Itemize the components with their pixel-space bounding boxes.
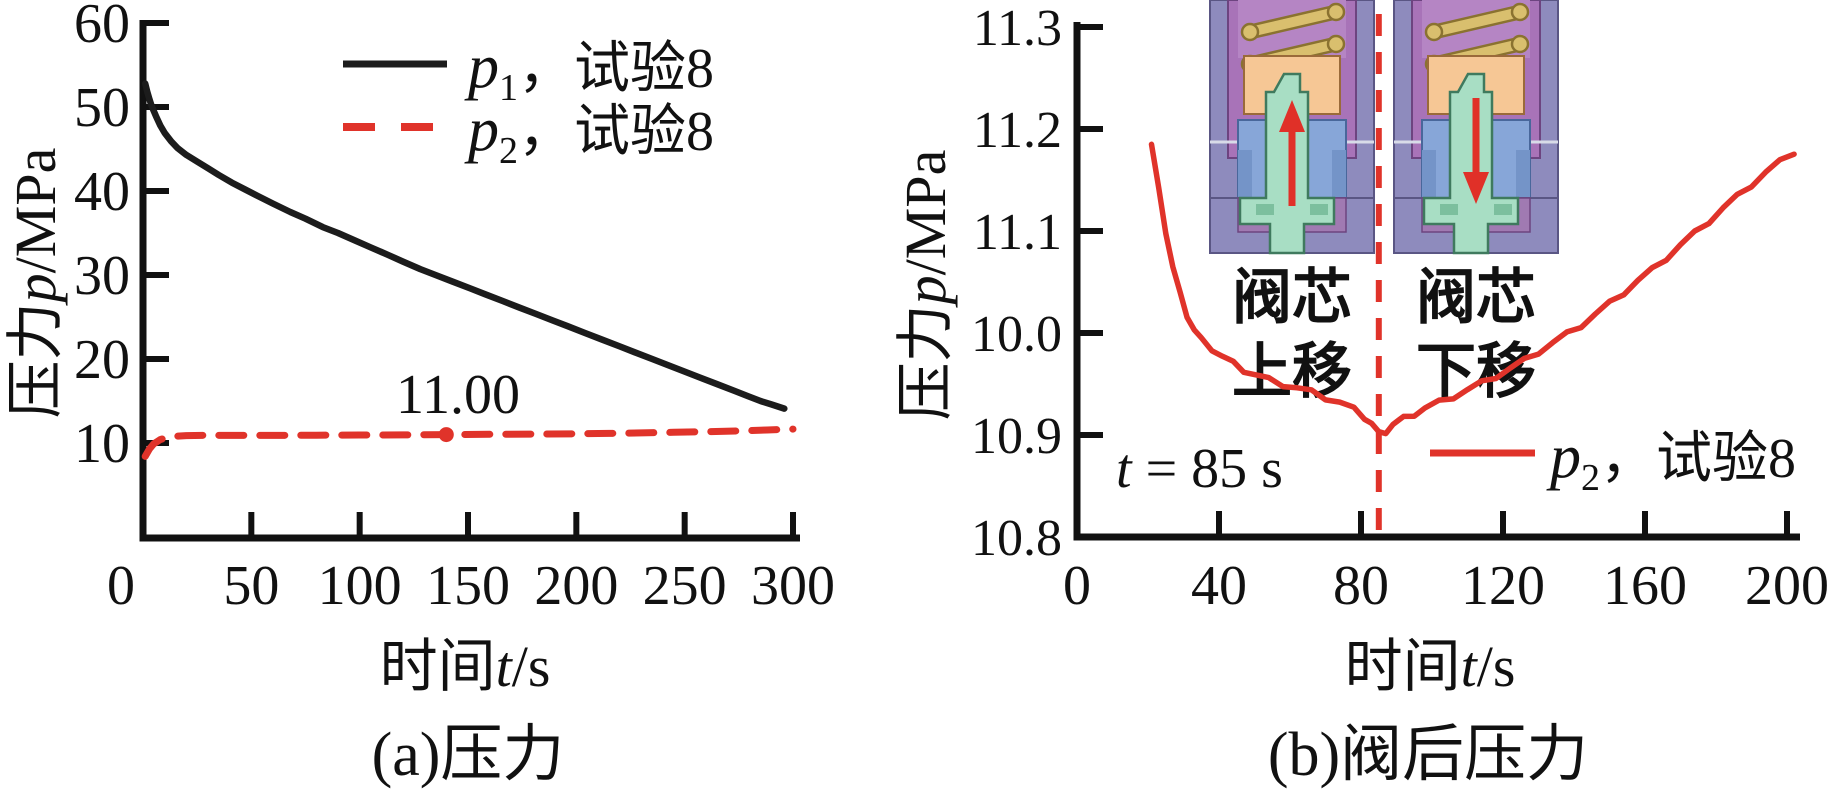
- right-x-title-unit: /s: [1477, 634, 1516, 699]
- left-y-title-var: p: [3, 273, 68, 306]
- x-tick-label: 250: [643, 555, 727, 617]
- p2-marker-dot: [438, 427, 454, 443]
- t85-annotation: t = 85 s: [1116, 438, 1283, 500]
- y-tick-label: 30: [74, 245, 130, 307]
- y-tick-label: 11.3: [973, 0, 1062, 57]
- p2-marker-label: 11.00: [396, 364, 520, 426]
- valve-inset-spool-up: [1209, 0, 1375, 255]
- x-tick-label: 100: [318, 555, 402, 617]
- left-x-title-unit: /s: [512, 634, 551, 699]
- right-curves: [1148, 141, 1797, 437]
- legend-p1-rest: ，试验8: [518, 38, 714, 100]
- spool-slot-right: [1310, 204, 1328, 215]
- right-y-axis-title: 压力p/MPa: [893, 150, 958, 421]
- y-tick-label: 10.9: [971, 408, 1062, 465]
- right-axis-ticks: 10.8 10.9 10.0 11.1 11.2 11.3 0 40 80 120 160 200: [971, 0, 1829, 617]
- right-y-title-cn: 压力: [893, 304, 958, 420]
- y-tick-label: 11.2: [973, 102, 1062, 159]
- x-tick-label: 120: [1461, 555, 1545, 617]
- arrow-up-icon: [1279, 100, 1305, 206]
- legend-entry-p2b: p2，试验8: [1546, 423, 1796, 499]
- y-tick-label: 40: [74, 161, 130, 223]
- right-x-title-var: t: [1461, 634, 1479, 699]
- legend-p2b-rest: ，试验8: [1600, 428, 1796, 490]
- right-chart: 10.8 10.9 10.0 11.1 11.2 11.3 0 40 80 120 160 200 压…: [893, 0, 1829, 789]
- spring-icon: [1240, 2, 1346, 74]
- right-x-axis-title: 时间t/s: [1345, 634, 1516, 699]
- sleeve-step-right: [1332, 150, 1346, 198]
- t85-rest: = 85 s: [1132, 438, 1283, 500]
- legend-p1-sub: 1: [499, 67, 518, 109]
- spool-slot-left: [1440, 204, 1458, 215]
- left-y-title-unit: /MPa: [3, 148, 68, 274]
- x-tick-label: 150: [426, 555, 510, 617]
- y-tick-label: 20: [74, 329, 130, 391]
- y-tick-label: 60: [74, 0, 130, 55]
- x-tick-label: 200: [534, 555, 618, 617]
- sleeve-step-left: [1422, 150, 1436, 198]
- legend-p2-var: p: [464, 96, 499, 164]
- left-legend: p1，试验8 p2，试验8: [343, 33, 714, 172]
- x-tick-label: 160: [1603, 555, 1687, 617]
- t85-var: t: [1116, 438, 1133, 500]
- x-tick-label: 50: [223, 555, 279, 617]
- legend-entry-p2: p2，试验8: [464, 96, 714, 172]
- left-y-title-cn: 压力: [3, 302, 68, 418]
- x-tick-label: 40: [1191, 555, 1247, 617]
- x-tick-label: 80: [1333, 555, 1389, 617]
- spool-slot-left: [1256, 204, 1274, 215]
- sleeve-step-right: [1516, 150, 1530, 198]
- p2b-curve: [1148, 141, 1797, 437]
- left-x-axis-title: 时间t/s: [380, 634, 551, 699]
- legend-entry-p1: p1，试验8: [464, 33, 714, 109]
- x-tick-label: 300: [751, 555, 835, 617]
- p1-curve: [141, 80, 788, 412]
- legend-p1-var: p: [464, 33, 499, 101]
- y-tick-label: 11.1: [973, 204, 1062, 261]
- inset-label-right-line2: 下移: [1416, 339, 1536, 405]
- y-tick-label: 10.0: [971, 306, 1062, 363]
- y-tick-label: 50: [74, 77, 130, 139]
- inset-label-left-line1: 阀芯: [1232, 265, 1352, 331]
- y-tick-label: 10: [74, 413, 130, 475]
- left-x-title-cn: 时间: [380, 634, 496, 699]
- y-tick-label: 10.8: [971, 510, 1062, 567]
- arrow-down-icon: [1463, 98, 1489, 204]
- legend-p2b-var: p: [1546, 423, 1581, 491]
- left-x-title-var: t: [496, 634, 514, 699]
- right-x-title-cn: 时间: [1345, 634, 1461, 699]
- x-tick-label: 200: [1745, 555, 1829, 617]
- legend-p2b-sub: 2: [1581, 457, 1600, 499]
- legend-p2-rest: ，试验8: [518, 101, 714, 163]
- left-curves: [141, 80, 797, 460]
- x-tick-label: 0: [1063, 555, 1091, 617]
- spool-slot-right: [1494, 204, 1512, 215]
- right-legend: p2，试验8: [1430, 423, 1796, 499]
- sleeve-step-left: [1238, 150, 1252, 198]
- right-y-title-unit: /MPa: [893, 150, 958, 276]
- x-tick-label: 0: [107, 555, 135, 617]
- left-y-axis-title: 压力p/MPa: [3, 148, 68, 419]
- valve-inset-spool-down: [1393, 0, 1559, 255]
- inset-label-right-line1: 阀芯: [1416, 265, 1536, 331]
- legend-p2-sub: 2: [499, 130, 518, 172]
- caption-a: (a)压力: [372, 721, 565, 789]
- p2-curve: [141, 425, 797, 460]
- inset-labels: 阀芯 上移 阀芯 下移: [1232, 265, 1536, 405]
- caption-b: (b)阀后压力: [1268, 721, 1588, 789]
- right-y-title-var: p: [893, 275, 958, 308]
